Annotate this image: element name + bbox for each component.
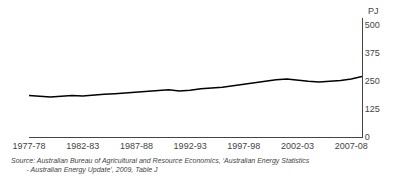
svg-text:2002-03: 2002-03 <box>281 141 314 151</box>
svg-text:125: 125 <box>365 104 380 114</box>
svg-text:250: 250 <box>365 76 380 86</box>
svg-text:500: 500 <box>365 20 380 30</box>
svg-text:1982-83: 1982-83 <box>66 141 99 151</box>
svg-text:1997-98: 1997-98 <box>227 141 260 151</box>
svg-text:1992-93: 1992-93 <box>174 141 207 151</box>
svg-text:375: 375 <box>365 48 380 58</box>
svg-text:Source: Australian Bureau of A: Source: Australian Bureau of Agricultura… <box>11 157 310 174</box>
svg-text:1987-88: 1987-88 <box>120 141 153 151</box>
svg-text:0: 0 <box>365 132 370 142</box>
svg-text:PJ: PJ <box>368 6 379 16</box>
svg-text:1977-78: 1977-78 <box>12 141 45 151</box>
svg-text:2007-08: 2007-08 <box>335 141 368 151</box>
